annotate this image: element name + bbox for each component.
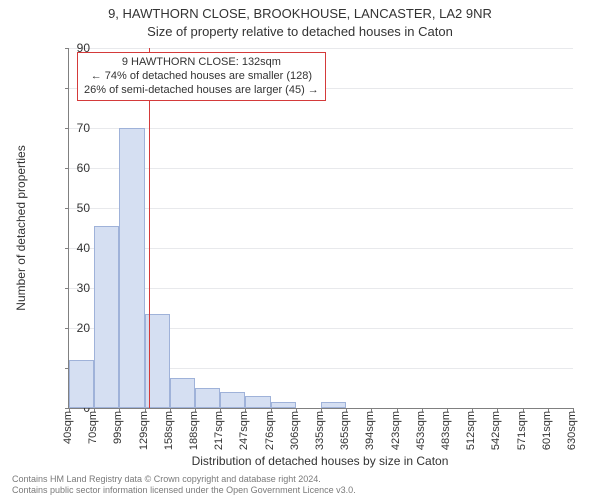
y-axis-label: Number of detached properties bbox=[14, 48, 34, 408]
x-tick-label: 129sqm bbox=[138, 411, 150, 450]
x-tick-label: 217sqm bbox=[213, 411, 225, 450]
x-tick-label: 483sqm bbox=[440, 411, 452, 450]
x-tick-label: 70sqm bbox=[87, 411, 99, 444]
x-tick-label: 394sqm bbox=[364, 411, 376, 450]
chart-bars bbox=[69, 48, 573, 408]
x-tick-label: 542sqm bbox=[490, 411, 502, 450]
histogram-bar bbox=[321, 402, 346, 408]
x-tick-label: 365sqm bbox=[339, 411, 351, 450]
chart-title-main: 9, HAWTHORN CLOSE, BROOKHOUSE, LANCASTER… bbox=[0, 6, 600, 21]
x-tick-label: 423sqm bbox=[390, 411, 402, 450]
histogram-bar bbox=[170, 378, 195, 408]
histogram-bar bbox=[94, 226, 119, 408]
x-tick-label: 453sqm bbox=[415, 411, 427, 450]
x-tick-label: 99sqm bbox=[112, 411, 124, 444]
histogram-bar bbox=[245, 396, 270, 408]
histogram-bar bbox=[195, 388, 220, 408]
x-tick-label: 512sqm bbox=[465, 411, 477, 450]
reference-legend-box: 9 HAWTHORN CLOSE: 132sqm ← 74% of detach… bbox=[77, 52, 326, 101]
x-axis-label: Distribution of detached houses by size … bbox=[68, 454, 572, 468]
x-tick-label: 188sqm bbox=[188, 411, 200, 450]
x-tick-label: 571sqm bbox=[516, 411, 528, 450]
x-tick-label: 247sqm bbox=[238, 411, 250, 450]
x-tick-label: 276sqm bbox=[264, 411, 276, 450]
reference-marker-line bbox=[149, 48, 150, 408]
x-tick-label: 335sqm bbox=[314, 411, 326, 450]
footer-attribution: Contains HM Land Registry data © Crown c… bbox=[12, 474, 588, 496]
chart-title-sub: Size of property relative to detached ho… bbox=[0, 24, 600, 39]
legend-line-3: 26% of semi-detached houses are larger (… bbox=[84, 84, 319, 98]
legend-line-1: 9 HAWTHORN CLOSE: 132sqm bbox=[84, 56, 319, 70]
x-tick-label: 601sqm bbox=[541, 411, 553, 450]
histogram-bar bbox=[220, 392, 245, 408]
x-tick-label: 158sqm bbox=[163, 411, 175, 450]
x-tick-label: 40sqm bbox=[62, 411, 74, 444]
footer-line-2: Contains public sector information licen… bbox=[12, 485, 588, 496]
chart-plot-area: 9 HAWTHORN CLOSE: 132sqm ← 74% of detach… bbox=[68, 48, 573, 409]
histogram-bar bbox=[119, 128, 144, 408]
x-tick-label: 630sqm bbox=[566, 411, 578, 450]
legend-line-2: ← 74% of detached houses are smaller (12… bbox=[84, 70, 319, 84]
histogram-bar bbox=[69, 360, 94, 408]
footer-line-1: Contains HM Land Registry data © Crown c… bbox=[12, 474, 588, 485]
histogram-bar bbox=[271, 402, 296, 408]
x-tick-label: 306sqm bbox=[289, 411, 301, 450]
